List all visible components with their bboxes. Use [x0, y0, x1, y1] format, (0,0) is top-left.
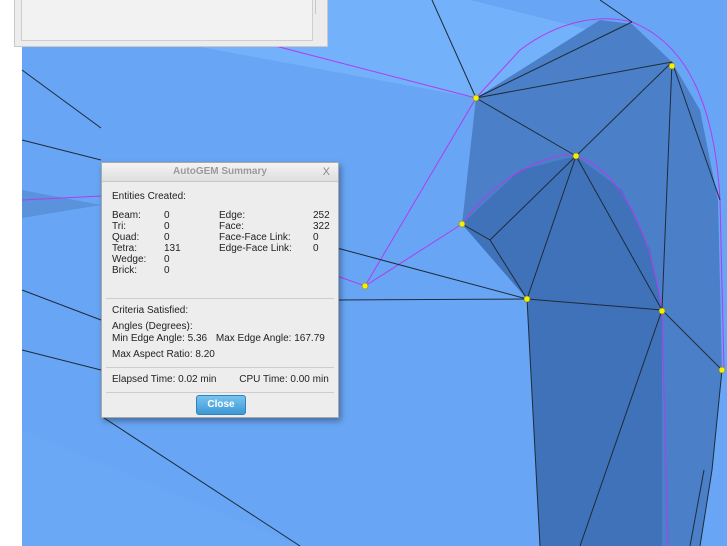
time-line: Elapsed Time: 0.02 min CPU Time: 0.00 mi…	[112, 374, 329, 386]
cylinder-hole-face	[462, 156, 662, 546]
stat-row-face: Face: 322	[219, 221, 337, 232]
stat-label: Quad:	[112, 232, 140, 243]
mesh-nodes	[361, 62, 726, 374]
stat-value: 0	[164, 265, 170, 276]
elapsed-time: Elapsed Time: 0.02 min	[112, 374, 217, 385]
stat-value: 0	[164, 232, 170, 243]
stat-row-edge-face-link: Edge-Face Link: 0	[219, 243, 337, 254]
stat-value: 322	[313, 221, 330, 232]
background-panel	[14, 0, 328, 47]
dialog-titlebar[interactable]: AutoGEM Summary X	[102, 163, 338, 182]
stat-label: Face:	[219, 221, 245, 232]
edge-angle-line: Min Edge Angle: 5.36 Max Edge Angle: 167…	[112, 333, 328, 345]
mesh-node	[658, 307, 666, 315]
mesh-node	[718, 366, 726, 374]
stat-row-edge: Edge: 252	[219, 210, 337, 221]
divider	[106, 298, 334, 299]
stat-label: Beam:	[112, 210, 141, 221]
background-panel-inner	[21, 0, 313, 41]
mesh-node	[572, 152, 580, 160]
angles-heading: Angles (Degrees):	[112, 321, 193, 332]
stat-value: 0	[313, 243, 319, 254]
dialog-title: AutoGEM Summary	[173, 166, 267, 177]
mesh-edges	[21, 0, 723, 546]
dialog-close-icon[interactable]: X	[322, 166, 330, 178]
divider	[106, 367, 334, 368]
stat-value: 0	[164, 210, 170, 221]
cpu-time: CPU Time: 0.00 min	[239, 374, 329, 385]
model-side-face	[22, 190, 101, 218]
stat-row-tri: Tri: 0	[112, 221, 212, 232]
stat-value: 131	[164, 243, 181, 254]
stat-label: Edge-Face Link:	[219, 243, 292, 254]
stat-row-face-face-link: Face-Face Link: 0	[219, 232, 337, 243]
stat-label: Tetra:	[112, 243, 138, 254]
autogem-summary-dialog: AutoGEM Summary X Entities Created: Beam…	[101, 162, 339, 418]
entities-stats: Beam: 0 Tri: 0 Quad: 0 Tetra: 131 Wedge:…	[112, 208, 330, 292]
stat-row-tetra: Tetra: 131	[112, 243, 212, 254]
entities-created-heading: Entities Created:	[112, 191, 186, 202]
stat-value: 0	[164, 221, 170, 232]
mesh-node	[472, 94, 480, 102]
stat-row-quad: Quad: 0	[112, 232, 212, 243]
mesh-node	[361, 282, 369, 290]
stat-label: Wedge:	[112, 254, 147, 265]
mesh-node	[458, 220, 466, 228]
max-aspect-ratio: Max Aspect Ratio: 8.20	[112, 349, 215, 360]
close-button[interactable]: Close	[196, 395, 246, 415]
stat-value: 0	[164, 254, 170, 265]
stat-row-beam: Beam: 0	[112, 210, 212, 221]
background-panel-scrollbar[interactable]	[315, 0, 324, 14]
divider	[106, 392, 334, 393]
model-lower-face	[22, 430, 300, 546]
stat-label: Face-Face Link:	[219, 232, 291, 243]
min-edge-angle: Min Edge Angle: 5.36	[112, 333, 208, 344]
stat-row-brick: Brick: 0	[112, 265, 212, 276]
mesh-node	[668, 62, 676, 70]
stat-value: 252	[313, 210, 330, 221]
stat-row-wedge: Wedge: 0	[112, 254, 212, 265]
criteria-heading: Criteria Satisfied:	[112, 305, 189, 316]
mesh-node	[523, 295, 531, 303]
stat-label: Brick:	[112, 265, 137, 276]
max-edge-angle: Max Edge Angle: 167.79	[215, 333, 325, 344]
stat-label: Tri:	[112, 221, 127, 232]
stat-label: Edge:	[219, 210, 246, 221]
stat-value: 0	[313, 232, 319, 243]
